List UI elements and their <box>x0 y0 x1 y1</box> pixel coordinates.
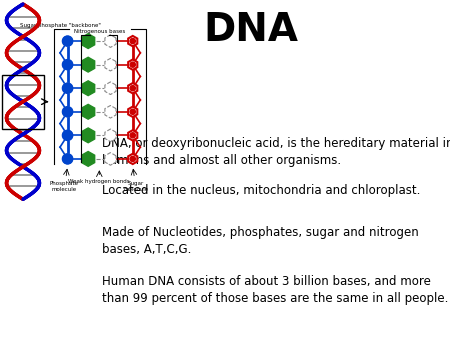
Circle shape <box>63 83 72 93</box>
Circle shape <box>130 109 135 114</box>
Text: DNA, or deoxyribonucleic acid, is the hereditary material in
humans and almost a: DNA, or deoxyribonucleic acid, is the he… <box>102 137 450 167</box>
Bar <box>2 75 44 128</box>
Text: Weak hydrogen bonds: Weak hydrogen bonds <box>68 179 130 184</box>
Text: Phosphate
molecule: Phosphate molecule <box>50 181 79 192</box>
Circle shape <box>63 107 72 117</box>
Polygon shape <box>81 57 94 72</box>
Polygon shape <box>105 153 116 165</box>
Polygon shape <box>128 36 137 46</box>
Circle shape <box>63 60 72 69</box>
Polygon shape <box>128 130 137 141</box>
Circle shape <box>130 39 135 44</box>
Circle shape <box>63 37 72 46</box>
Circle shape <box>63 154 72 164</box>
Circle shape <box>63 130 72 140</box>
Text: Nitrogenous bases: Nitrogenous bases <box>74 29 125 34</box>
Polygon shape <box>105 58 116 71</box>
Polygon shape <box>81 151 94 166</box>
Polygon shape <box>81 81 94 96</box>
Polygon shape <box>128 106 137 117</box>
Polygon shape <box>81 34 94 48</box>
Circle shape <box>63 107 72 117</box>
Polygon shape <box>128 59 137 70</box>
Polygon shape <box>105 82 116 95</box>
Polygon shape <box>105 129 116 142</box>
Polygon shape <box>81 104 94 119</box>
Circle shape <box>130 86 135 91</box>
Polygon shape <box>128 83 137 93</box>
Circle shape <box>130 62 135 67</box>
Text: DNA: DNA <box>203 11 298 49</box>
Polygon shape <box>105 105 116 118</box>
Circle shape <box>130 133 135 138</box>
Circle shape <box>63 130 72 140</box>
Text: Located in the nucleus, mitochondria and chloroplast.: Located in the nucleus, mitochondria and… <box>102 184 420 197</box>
Text: Sugar
molecule: Sugar molecule <box>124 181 149 192</box>
Circle shape <box>63 37 72 46</box>
Polygon shape <box>105 35 116 47</box>
Text: Made of Nucleotides, phosphates, sugar and nitrogen
bases, A,T,C,G.: Made of Nucleotides, phosphates, sugar a… <box>102 226 418 256</box>
Circle shape <box>130 156 135 162</box>
Text: Human DNA consists of about 3 billion bases, and more
than 99 percent of those b: Human DNA consists of about 3 billion ba… <box>102 275 448 305</box>
Circle shape <box>63 83 72 93</box>
Circle shape <box>63 154 72 164</box>
Circle shape <box>63 60 72 69</box>
Text: Sugar-phosphate "backbone": Sugar-phosphate "backbone" <box>20 23 101 28</box>
Polygon shape <box>128 154 137 164</box>
Polygon shape <box>81 128 94 143</box>
